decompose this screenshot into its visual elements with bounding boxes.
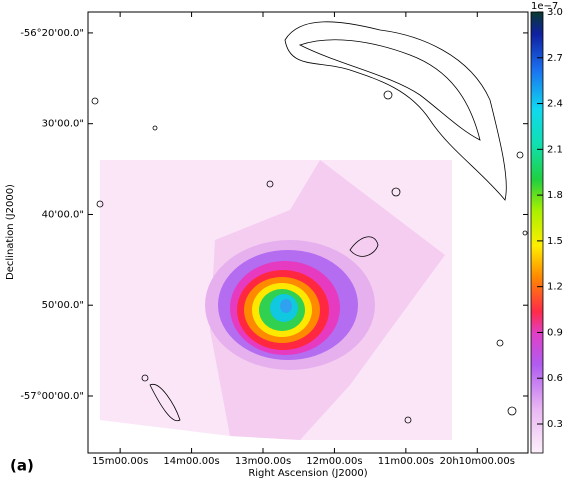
colorbar-tick-label: 1.5	[547, 236, 563, 247]
colorbar-tick-label: 3.0	[547, 7, 563, 18]
colorbar-tick-label: 2.7	[547, 53, 563, 64]
colorbar-tick-label: 2.1	[547, 144, 563, 155]
colorbar-tick-label: 0.6	[547, 373, 563, 384]
x-tick-label: 12m00.00s	[306, 456, 362, 467]
y-tick-label: -57°00'00.0"	[20, 391, 84, 402]
colorbar-offset: 1e−7	[531, 1, 558, 12]
colorbar	[530, 11, 544, 454]
x-tick-label: 13m00.00s	[235, 456, 291, 467]
y-axis-label: Declination (J2000)	[5, 184, 16, 280]
colorbar-tick-label: 1.2	[547, 282, 563, 293]
x-tick-label: 14m00.00s	[163, 456, 219, 467]
colorbar-tick-label: 0.3	[547, 419, 563, 430]
y-tick-label: 30'00.0"	[42, 119, 84, 130]
x-tick-label: 15m00.00s	[92, 456, 148, 467]
image	[88, 12, 528, 453]
x-axis-label: Right Ascension (J2000)	[248, 468, 367, 479]
y-tick-label: 50'00.0"	[42, 300, 84, 311]
y-tick-label: 40'00.0"	[42, 209, 84, 220]
colorbar-tick-label: 0.9	[547, 327, 563, 338]
x-tick-label: 11m00.00s	[378, 456, 434, 467]
panel-label: (a)	[10, 457, 34, 475]
colorbar-tick-label: 2.4	[547, 99, 563, 110]
colorbar-tick-label: 1.8	[547, 190, 563, 201]
y-tick-label: -56°20'00.0"	[20, 28, 84, 39]
x-tick-label: 20h10m00.00s	[440, 456, 515, 467]
plot-frame	[87, 11, 529, 454]
